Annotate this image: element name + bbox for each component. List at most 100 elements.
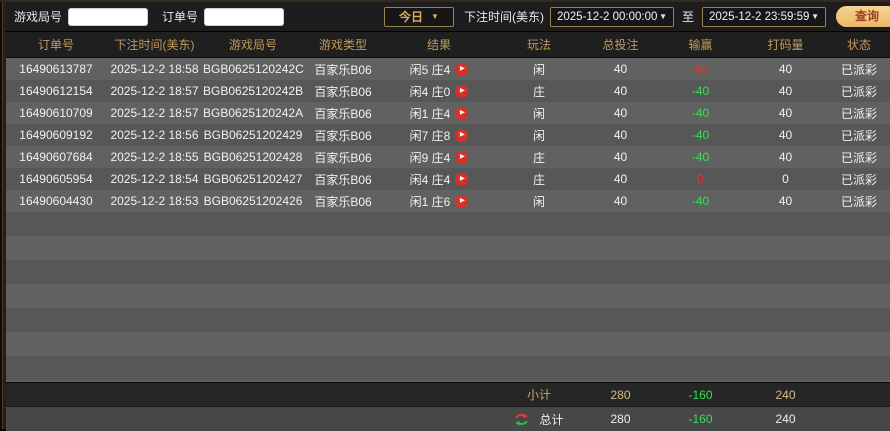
cell-bet-time: 2025-12-2 18:53 [110,194,199,208]
cell-total-bet: 40 [613,150,628,164]
cell-result: 闲1 庄6 [383,193,495,210]
cell-order-no: 16490605954 [19,172,93,186]
cell-order-no: 16490604430 [19,194,93,208]
cell-order-no: 16490612154 [19,84,93,98]
col-header-round-no: 游戏局号 [228,38,277,52]
cell-game-type: 百家乐B06 [314,194,372,209]
empty-rows-area [6,212,890,382]
search-button[interactable]: 查询 [836,6,890,27]
table-row: 16490607684 2025-12-2 18:55 BGB062512024… [6,146,890,168]
grand-total-win-loss: -160 [688,412,713,426]
start-time-value: 2025-12-2 00:00:00 [556,10,658,23]
col-header-win-loss: 输赢 [688,38,713,52]
cell-turnover: 0 [782,172,789,186]
table-row: 16490612154 2025-12-2 18:57 BGB062512024… [6,80,890,102]
cell-total-bet: 40 [613,84,628,98]
grand-total-row: 总计 280 -160 240 [6,406,890,431]
cell-status: 已派彩 [840,106,877,121]
exchange-refresh-icon[interactable] [514,412,529,427]
cell-result: 闲1 庄4 [383,105,495,122]
cell-win-loss: -40 [691,194,710,208]
game-round-label: 游戏局号 [14,10,63,24]
cell-turnover: 40 [778,150,793,164]
cell-order-no: 16490609192 [19,128,93,142]
end-time-dropdown[interactable]: 2025-12-2 23:59:59 ▼ [702,6,826,27]
table-row: 16490604430 2025-12-2 18:53 BGB062512024… [6,190,890,212]
cell-turnover: 40 [778,194,793,208]
col-header-order-no: 订单号 [37,38,74,52]
col-header-result: 结果 [426,38,451,52]
cell-play: 庄 [532,84,545,99]
order-no-label: 订单号 [162,10,199,24]
cell-bet-time: 2025-12-2 18:56 [110,128,199,142]
to-label: 至 [681,10,694,24]
cell-result: 闲4 庄4 [383,171,495,188]
cell-order-no: 16490610709 [19,106,93,120]
cell-play: 庄 [532,172,545,187]
cell-bet-time: 2025-12-2 18:55 [110,150,199,164]
game-round-input[interactable] [68,7,149,26]
cell-bet-time: 2025-12-2 18:58 [110,62,199,76]
subtotal-turnover: 240 [775,387,796,402]
window-left-edge [0,2,6,429]
play-video-icon[interactable] [455,194,469,208]
play-video-icon[interactable] [455,172,469,186]
cell-round-no: BGB06251202426 [203,194,303,208]
cell-total-bet: 40 [613,62,628,76]
table-row: 16490609192 2025-12-2 18:56 BGB062512024… [6,124,890,146]
play-video-icon[interactable] [455,106,469,120]
play-video-icon[interactable] [455,150,469,164]
filter-toolbar: 游戏局号 订单号 今日 ▼ 下注时间(美东) 2025-12-2 00:00:0… [6,2,890,32]
cell-play: 庄 [532,150,545,165]
result-text: 闲9 庄4 [409,150,451,165]
cell-play: 闲 [532,194,545,209]
result-text: 闲1 庄4 [409,106,451,121]
cell-total-bet: 40 [613,128,628,142]
cell-result: 闲9 庄4 [383,149,495,166]
cell-win-loss: -40 [691,106,710,120]
cell-bet-time: 2025-12-2 18:54 [110,172,199,186]
start-time-dropdown[interactable]: 2025-12-2 00:00:00 ▼ [549,6,674,27]
cell-play: 闲 [532,62,545,77]
cell-win-loss: 40 [693,62,708,76]
cell-total-bet: 40 [613,172,628,186]
cell-status: 已派彩 [840,62,877,77]
col-header-turnover: 打码量 [767,38,804,52]
order-no-input[interactable] [204,7,285,26]
cell-status: 已派彩 [840,150,877,165]
cell-turnover: 40 [778,128,793,142]
cell-result: 闲5 庄4 [383,61,495,78]
play-video-icon[interactable] [455,84,469,98]
date-preset-value: 今日 [399,10,424,24]
cell-win-loss: -40 [691,128,710,142]
play-video-icon[interactable] [455,62,469,76]
cell-total-bet: 40 [613,106,628,120]
cell-game-type: 百家乐B06 [314,62,372,77]
grand-total-turnover: 240 [775,412,796,426]
result-text: 闲7 庄8 [409,128,451,143]
grand-total-label-cell: 总计 [495,411,583,428]
table-header-row: 订单号 下注时间(美东) 游戏局号 游戏类型 结果 玩法 总投注 输赢 打码量 … [6,32,890,58]
chevron-down-icon: ▼ [659,11,667,21]
end-time-value: 2025-12-2 23:59:59 [709,10,810,23]
subtotal-row: 小计 280 -160 240 [6,382,890,406]
play-video-icon[interactable] [455,128,469,142]
chevron-down-icon: ▼ [811,11,819,21]
cell-round-no: BGB0625120242B [203,84,304,98]
result-text: 闲1 庄6 [409,194,451,209]
cell-total-bet: 40 [613,194,628,208]
col-header-status: 状态 [846,38,871,52]
cell-status: 已派彩 [840,194,877,209]
cell-status: 已派彩 [840,128,877,143]
cell-order-no: 16490613787 [19,62,93,76]
cell-turnover: 40 [778,84,793,98]
cell-play: 闲 [532,128,545,143]
date-preset-dropdown[interactable]: 今日 ▼ [383,6,454,27]
cell-win-loss: -40 [691,150,710,164]
bet-time-label: 下注时间(美东) [463,10,544,24]
grand-total-label: 总计 [539,412,564,427]
col-header-play: 玩法 [526,38,551,52]
result-text: 闲4 庄0 [409,84,451,99]
result-text: 闲4 庄4 [409,172,451,187]
